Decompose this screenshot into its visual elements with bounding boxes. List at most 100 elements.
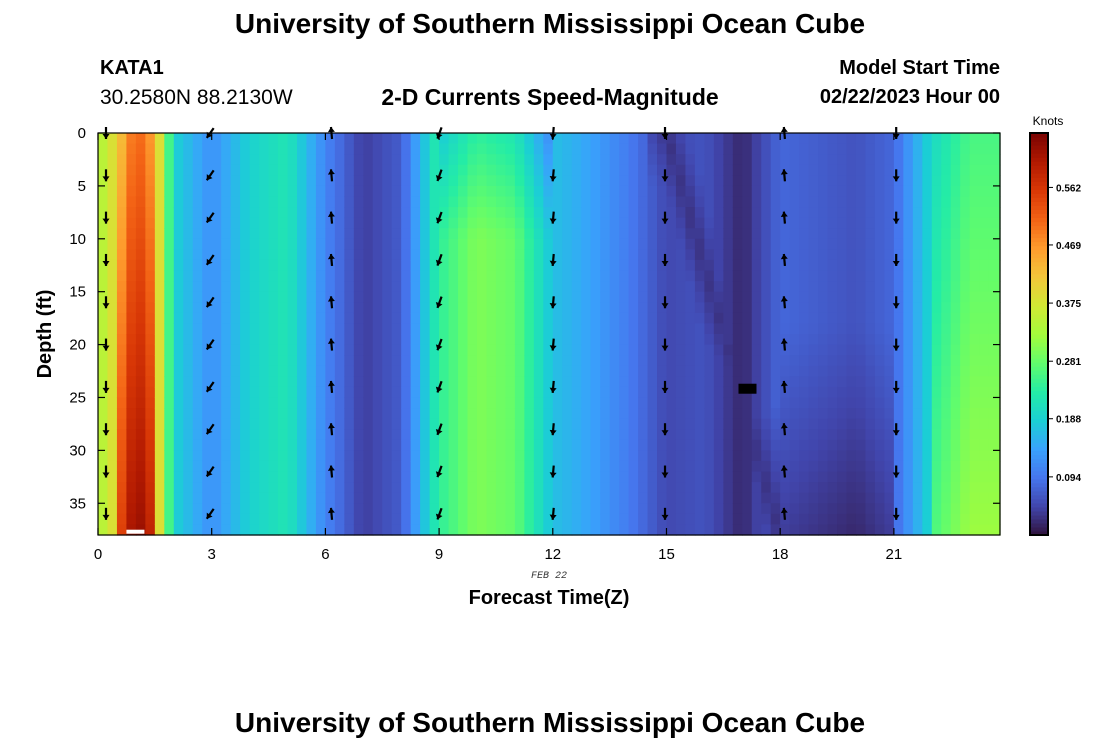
heatmap-cell xyxy=(268,418,279,430)
heatmap-cell xyxy=(789,439,800,451)
heatmap-cell xyxy=(543,408,554,420)
heatmap-cell xyxy=(713,397,724,409)
heatmap-cell xyxy=(770,386,781,399)
heatmap-cell xyxy=(306,386,317,399)
heatmap-cell xyxy=(922,355,933,367)
heatmap-cell xyxy=(884,513,895,526)
heatmap-cell xyxy=(732,439,743,451)
heatmap-cell xyxy=(950,164,961,176)
heatmap-cell xyxy=(581,344,592,356)
heatmap-cell xyxy=(903,513,914,526)
heatmap-cell xyxy=(960,418,971,430)
heatmap-cell xyxy=(439,175,450,187)
heatmap-cell xyxy=(638,270,649,282)
heatmap-cell xyxy=(590,154,601,166)
current-arrow xyxy=(102,253,110,266)
heatmap-cell xyxy=(211,513,222,526)
heatmap-cell xyxy=(732,524,743,536)
heatmap-cell xyxy=(230,482,241,494)
colorbar-segment xyxy=(1030,189,1048,194)
heatmap-cell xyxy=(448,249,459,261)
heatmap-cell xyxy=(107,133,118,145)
colorbar-segment xyxy=(1030,398,1048,403)
heatmap-cell xyxy=(704,492,715,504)
heatmap-cell xyxy=(505,302,516,314)
heatmap-cell xyxy=(723,185,734,198)
heatmap-cell xyxy=(116,312,128,325)
heatmap-cell xyxy=(221,196,232,208)
heatmap-cell xyxy=(107,503,118,515)
heatmap-cell xyxy=(647,355,658,367)
heatmap-cell xyxy=(770,185,781,198)
heatmap-cell xyxy=(211,281,222,293)
colorbar-segment xyxy=(1030,229,1048,235)
heatmap-cell xyxy=(391,471,402,483)
heatmap-cell xyxy=(675,291,687,303)
heatmap-cell xyxy=(429,281,440,293)
heatmap-cell xyxy=(638,397,649,409)
heatmap-cell xyxy=(164,175,175,187)
heatmap-cell xyxy=(429,439,440,451)
heatmap-cell xyxy=(107,450,118,462)
heatmap-cell xyxy=(486,281,497,293)
heatmap-cell xyxy=(533,386,544,399)
heatmap-cell xyxy=(647,492,658,504)
heatmap-cell xyxy=(723,503,734,515)
heatmap-cell xyxy=(458,249,469,261)
heatmap-cell xyxy=(98,397,109,409)
heatmap-cell xyxy=(827,196,838,208)
heatmap-cell xyxy=(344,344,355,356)
heatmap-cell xyxy=(685,154,696,166)
heatmap-cell xyxy=(638,312,649,325)
heatmap-cell xyxy=(306,439,317,451)
heatmap-cell xyxy=(552,450,563,462)
heatmap-cell xyxy=(296,524,308,536)
heatmap-cell xyxy=(353,249,364,261)
y-tick-label: 25 xyxy=(69,389,86,406)
heatmap-cell xyxy=(287,133,298,145)
heatmap-cell xyxy=(552,281,563,293)
heatmap-cell xyxy=(675,196,687,208)
heatmap-cell xyxy=(230,238,241,250)
heatmap-cell xyxy=(382,175,393,187)
heatmap-cell xyxy=(439,164,450,176)
heatmap-cell xyxy=(979,323,990,335)
heatmap-cell xyxy=(344,217,355,229)
heatmap-cell xyxy=(628,460,639,473)
heatmap-cell xyxy=(268,133,279,145)
heatmap-cell xyxy=(211,133,222,145)
heatmap-cell xyxy=(439,185,450,198)
heatmap-cell xyxy=(647,249,658,261)
heatmap-cell xyxy=(865,185,876,198)
heatmap-cell xyxy=(240,513,251,526)
heatmap-cell xyxy=(960,185,971,198)
heatmap-cell xyxy=(448,323,459,335)
heatmap-cell xyxy=(514,334,525,346)
heatmap-cell xyxy=(306,217,317,229)
colorbar-segment xyxy=(1030,177,1048,182)
heatmap-cell xyxy=(950,228,961,240)
heatmap-cell xyxy=(742,185,753,198)
heatmap-cell xyxy=(296,143,308,155)
heatmap-cell xyxy=(296,291,308,303)
heatmap-cell xyxy=(429,164,440,176)
current-arrow xyxy=(205,465,215,478)
heatmap-cell xyxy=(514,154,525,166)
heatmap-cell xyxy=(505,207,516,219)
heatmap-cell xyxy=(514,291,525,303)
heatmap-cell xyxy=(628,270,639,282)
heatmap-cell xyxy=(116,471,128,483)
heatmap-cell xyxy=(694,185,705,198)
heatmap-cell xyxy=(353,334,364,346)
heatmap-cell xyxy=(353,323,364,335)
heatmap-cell xyxy=(855,355,867,367)
colorbar-segment xyxy=(1030,342,1048,347)
heatmap-cell xyxy=(950,207,961,219)
heatmap-cell xyxy=(761,270,772,282)
heatmap-cell xyxy=(126,482,137,494)
heatmap-cell xyxy=(306,270,317,282)
heatmap-cell xyxy=(657,302,668,314)
heatmap-cell xyxy=(988,450,999,462)
heatmap-cell xyxy=(467,513,478,526)
